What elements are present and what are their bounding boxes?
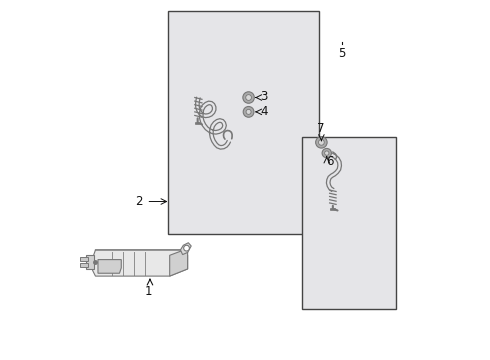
- Bar: [80, 263, 88, 267]
- Bar: [302, 137, 395, 309]
- Polygon shape: [180, 243, 191, 255]
- Polygon shape: [170, 250, 188, 276]
- Circle shape: [322, 148, 331, 158]
- Bar: [87, 255, 94, 269]
- Text: 5: 5: [338, 47, 345, 60]
- Circle shape: [316, 136, 327, 148]
- Text: 4: 4: [260, 105, 268, 118]
- Circle shape: [243, 92, 254, 103]
- Polygon shape: [93, 250, 188, 276]
- Circle shape: [246, 109, 251, 114]
- Text: 1: 1: [145, 285, 152, 298]
- Text: 3: 3: [260, 90, 268, 103]
- Polygon shape: [98, 260, 122, 273]
- Bar: [168, 12, 318, 234]
- Circle shape: [324, 151, 329, 155]
- Text: 7: 7: [317, 122, 324, 135]
- Bar: [80, 257, 88, 261]
- Circle shape: [243, 107, 254, 117]
- Text: 2: 2: [135, 195, 143, 208]
- Circle shape: [245, 95, 251, 100]
- Text: 6: 6: [326, 155, 334, 168]
- Circle shape: [318, 139, 324, 145]
- Circle shape: [184, 245, 190, 251]
